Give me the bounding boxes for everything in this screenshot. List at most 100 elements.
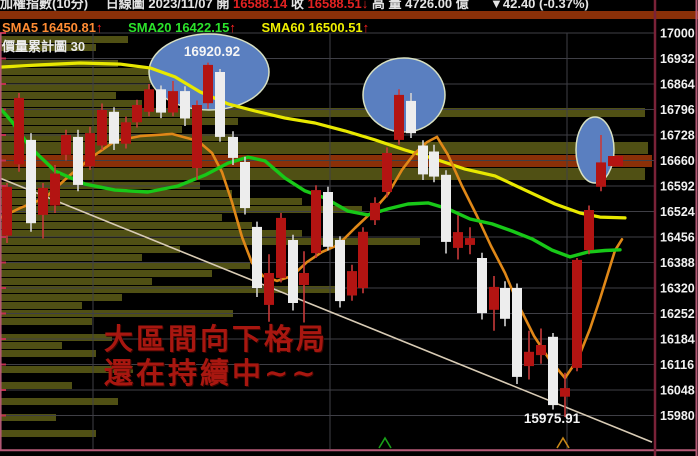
grid-layer [0, 32, 654, 449]
up-arrow-marker [556, 436, 570, 449]
sma5-value: 16450.81 [41, 20, 96, 35]
sma60-label: SMA60 [261, 20, 305, 35]
candle-body [572, 259, 582, 368]
price-tick-label: 15980 [660, 409, 695, 423]
candle-body [512, 288, 522, 377]
candle-body [132, 105, 142, 123]
candle-body [347, 271, 357, 296]
poc-band [0, 11, 698, 19]
price-tick-label: 16864 [660, 78, 695, 92]
close-value: 16588.51↓ [307, 0, 369, 11]
candle-body [252, 226, 262, 288]
change-value: ▼42.40 (-0.37%) [490, 0, 589, 11]
price-tick-label: 16116 [660, 358, 694, 372]
candle-body [180, 91, 190, 119]
price-tick-label: 17000 [660, 27, 695, 41]
signal-markers [378, 436, 570, 449]
sma60-value: 16500.51 [308, 20, 363, 35]
candle-body [465, 238, 475, 245]
sma20-label: SMA20 [128, 20, 172, 35]
candle-body [489, 286, 499, 310]
candle-body [500, 288, 510, 319]
chart-type-label: 日線圖 [105, 0, 145, 11]
candle-body [26, 139, 36, 224]
high-label: 高 [371, 0, 385, 11]
indicator-row: SMA5 16450.81↑ SMA20 16422.15↑ SMA60 165… [2, 20, 369, 35]
header-bar: 加權指數(10分) 日線圖 2023/11/07 開 16588.14 收 16… [0, 0, 698, 11]
candle-body [311, 190, 321, 254]
candle-body [370, 202, 380, 221]
sma60-up-arrow-icon: ↑ [362, 20, 370, 35]
value-labels: 16920.92 15975.91 [184, 44, 581, 426]
candle-body [97, 109, 107, 146]
candle-body [382, 153, 392, 192]
candle-body [596, 162, 606, 187]
candle-body [109, 111, 119, 144]
note-line-1: 大區間向下格局 [104, 322, 329, 356]
date-label: 2023/11/07 [148, 0, 213, 11]
candle-body [168, 91, 178, 113]
peak-price-label: 16920.92 [184, 44, 240, 59]
candle-body [156, 89, 166, 113]
sma20-value: 16422.15 [175, 20, 230, 35]
candle-body [38, 187, 48, 215]
price-tick-label: 16388 [660, 256, 695, 270]
candle-body [50, 173, 60, 206]
price-tick-label: 16320 [660, 282, 695, 296]
current-price-marker [608, 156, 623, 167]
candle-body [121, 122, 131, 144]
volume-value: 4726.00 億 [405, 0, 469, 11]
candle-body [394, 94, 404, 140]
price-tick-label: 16252 [660, 307, 695, 321]
low-price-label: 15975.91 [524, 411, 581, 426]
sma5-up-arrow-icon: ↑ [95, 20, 103, 35]
candle-body [418, 145, 428, 175]
price-tick-label: 16456 [660, 231, 695, 245]
candle-body [429, 151, 439, 177]
sma60-line [0, 61, 627, 220]
price-tick-label: 16932 [660, 52, 695, 66]
candle-body [14, 97, 24, 165]
candle-body [358, 231, 368, 289]
highlight-ellipse [575, 116, 615, 184]
down-trendline [0, 177, 653, 443]
candle-body [536, 345, 546, 356]
candle-body [228, 136, 238, 158]
price-tick-label: 16184 [660, 333, 695, 347]
candle-body [144, 89, 154, 112]
sma20-up-arrow-icon: ↑ [229, 20, 236, 35]
close-label: 收 [290, 0, 304, 11]
sma20-line [0, 106, 622, 259]
price-tick-label: 16728 [660, 129, 695, 143]
candle-body [299, 273, 309, 285]
candle-body [406, 100, 416, 134]
candle-body [276, 217, 286, 278]
volume-label: 量 [388, 0, 402, 11]
candle-body [524, 351, 534, 367]
candle-body [584, 210, 594, 251]
open-value: 16588.14 [233, 0, 288, 11]
candle-body [264, 273, 274, 305]
trendline-layer [0, 177, 653, 443]
candle-body [192, 105, 202, 168]
candle-body [61, 135, 71, 155]
sma5-label: SMA5 [2, 20, 39, 35]
candle-body [73, 136, 83, 185]
candle-body [288, 240, 298, 303]
index-title: 加權指數(10分) [0, 0, 89, 11]
up-arrow-marker [378, 436, 392, 449]
candle-body [560, 388, 570, 397]
candle-body [215, 72, 225, 137]
candle-body [240, 162, 250, 209]
candle-body [548, 336, 558, 406]
price-tick-label: 16524 [660, 205, 695, 219]
candle-body [85, 133, 95, 167]
candles-layer [2, 62, 606, 417]
candle-body [335, 240, 345, 302]
price-tick-label: 16796 [660, 103, 695, 117]
annotation-note: 大區間向下格局 還在持續中~~ [104, 322, 328, 390]
price-axis: 17000 16932 16864 16796 16728 16660 16592 16524… [660, 27, 695, 424]
